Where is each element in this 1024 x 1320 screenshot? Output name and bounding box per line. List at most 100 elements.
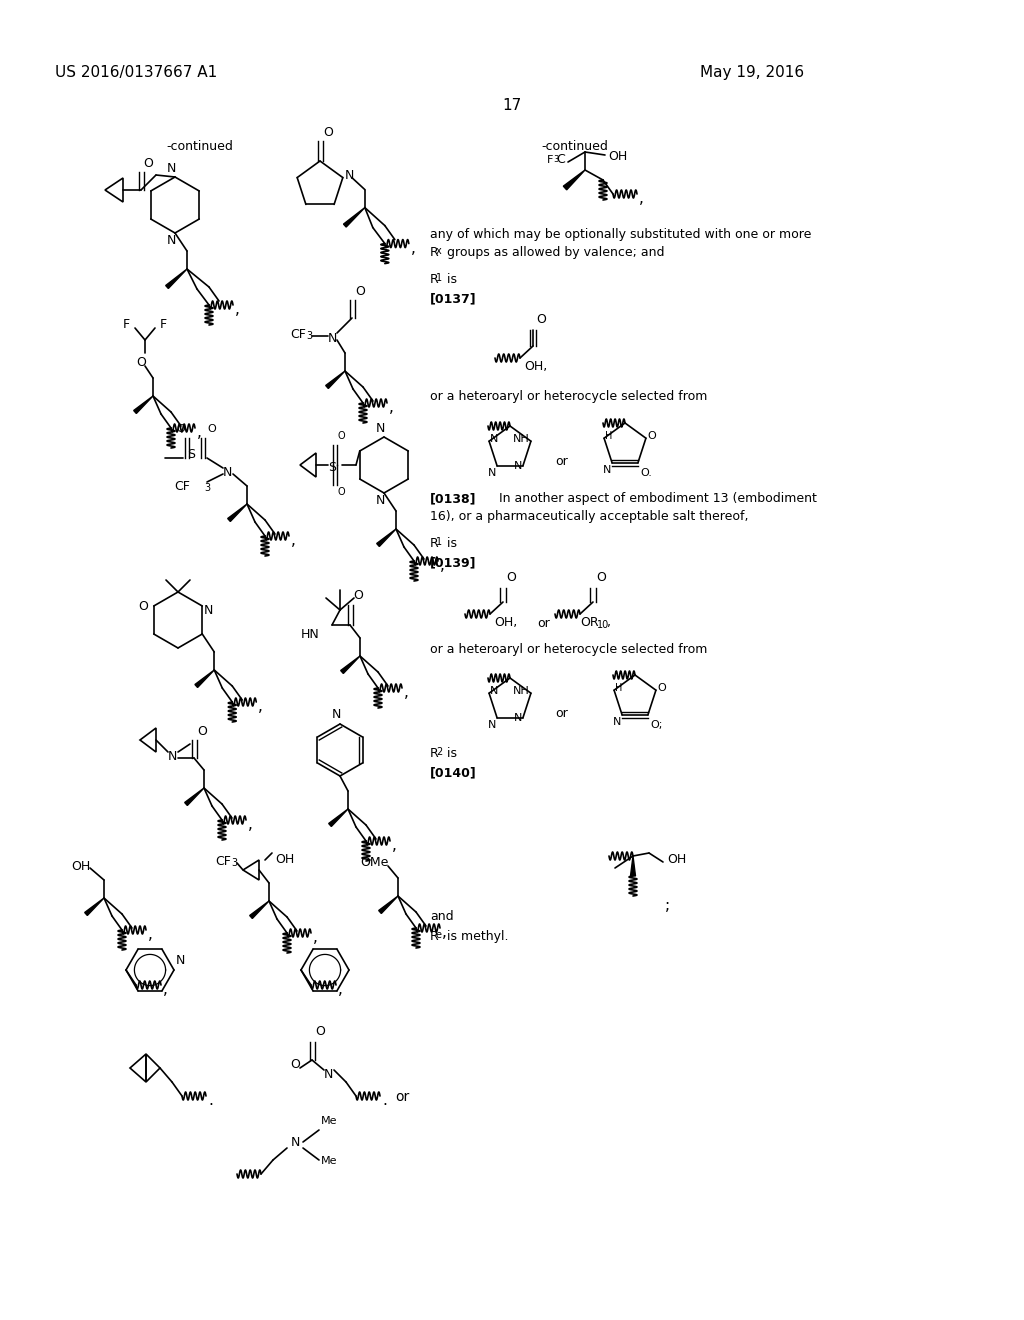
Text: In another aspect of embodiment 13 (embodiment: In another aspect of embodiment 13 (embo… xyxy=(487,492,817,506)
Text: R: R xyxy=(430,246,438,259)
Text: N: N xyxy=(204,605,214,616)
Text: H: H xyxy=(615,684,623,693)
Text: S: S xyxy=(328,461,336,474)
Text: 10: 10 xyxy=(597,620,609,630)
Text: N: N xyxy=(332,708,341,721)
Text: N: N xyxy=(487,467,496,478)
Text: O: O xyxy=(290,1059,300,1071)
Text: N: N xyxy=(514,461,522,471)
Text: N: N xyxy=(487,719,496,730)
Text: ,: , xyxy=(440,558,444,573)
Text: 3: 3 xyxy=(306,331,312,341)
Text: [0137]: [0137] xyxy=(430,292,476,305)
Text: ,: , xyxy=(258,700,263,714)
Text: OH,: OH, xyxy=(494,616,517,630)
Text: N: N xyxy=(490,434,499,445)
Text: May 19, 2016: May 19, 2016 xyxy=(700,65,804,81)
Text: OH,: OH, xyxy=(524,360,547,374)
Text: F: F xyxy=(123,318,130,331)
Text: O: O xyxy=(207,424,216,434)
Text: US 2016/0137667 A1: US 2016/0137667 A1 xyxy=(55,65,217,81)
Text: or: or xyxy=(555,708,567,719)
Text: ,: , xyxy=(234,302,240,317)
Text: ,: , xyxy=(197,425,202,440)
Text: ,: , xyxy=(607,616,611,630)
Text: H: H xyxy=(605,432,612,441)
Text: ,: , xyxy=(411,240,416,256)
Text: O: O xyxy=(323,125,333,139)
Text: ,: , xyxy=(389,400,394,414)
Text: N: N xyxy=(168,750,177,763)
Polygon shape xyxy=(377,529,396,546)
Text: OH: OH xyxy=(71,861,90,873)
Text: O.: O. xyxy=(640,467,652,478)
Text: O;: O; xyxy=(650,719,663,730)
Text: Me: Me xyxy=(321,1115,338,1126)
Text: 2: 2 xyxy=(436,747,442,756)
Text: ,: , xyxy=(442,925,446,940)
Text: OR: OR xyxy=(580,616,599,630)
Text: O: O xyxy=(337,487,345,498)
Text: O: O xyxy=(506,572,516,583)
Text: O: O xyxy=(657,684,666,693)
Text: R: R xyxy=(430,747,438,760)
Text: Me: Me xyxy=(321,1156,338,1166)
Text: [0140]: [0140] xyxy=(430,766,477,779)
Text: ,: , xyxy=(392,838,397,853)
Text: N: N xyxy=(376,422,385,436)
Text: N: N xyxy=(490,686,499,696)
Text: NH: NH xyxy=(513,686,530,696)
Text: OMe: OMe xyxy=(360,855,388,869)
Text: x: x xyxy=(436,246,441,256)
Text: or a heteroaryl or heterocycle selected from: or a heteroaryl or heterocycle selected … xyxy=(430,643,708,656)
Text: CF: CF xyxy=(290,327,306,341)
Text: O: O xyxy=(138,599,147,612)
Polygon shape xyxy=(343,207,365,227)
Text: 1: 1 xyxy=(436,537,442,546)
Text: N: N xyxy=(328,333,337,345)
Text: O: O xyxy=(647,432,655,441)
Text: N: N xyxy=(223,466,232,479)
Text: or a heteroaryl or heterocycle selected from: or a heteroaryl or heterocycle selected … xyxy=(430,389,708,403)
Text: O: O xyxy=(353,589,362,602)
Text: -continued: -continued xyxy=(542,140,608,153)
Polygon shape xyxy=(341,656,360,673)
Text: 3: 3 xyxy=(231,858,238,869)
Text: is: is xyxy=(443,747,457,760)
Polygon shape xyxy=(184,788,204,805)
Text: or: or xyxy=(555,455,567,469)
Text: F: F xyxy=(547,154,553,165)
Text: [0138]: [0138] xyxy=(430,492,476,506)
Polygon shape xyxy=(195,671,214,688)
Text: any of which may be optionally substituted with one or more: any of which may be optionally substitut… xyxy=(430,228,811,242)
Text: O: O xyxy=(136,356,146,370)
Text: R: R xyxy=(430,931,438,942)
Text: 16), or a pharmaceutically acceptable salt thereof,: 16), or a pharmaceutically acceptable sa… xyxy=(430,510,749,523)
Text: is: is xyxy=(443,537,457,550)
Text: or: or xyxy=(537,616,550,630)
Text: N: N xyxy=(324,1068,334,1081)
Text: N: N xyxy=(612,717,622,727)
Text: OH: OH xyxy=(667,853,686,866)
Text: 3: 3 xyxy=(553,154,558,164)
Text: 3: 3 xyxy=(204,483,210,492)
Text: ,: , xyxy=(313,931,317,945)
Text: O: O xyxy=(143,157,153,170)
Text: NH: NH xyxy=(513,434,530,445)
Polygon shape xyxy=(631,855,636,876)
Text: N: N xyxy=(291,1137,300,1148)
Text: HN: HN xyxy=(301,628,319,642)
Text: .: . xyxy=(208,1093,213,1107)
Text: N: N xyxy=(166,234,176,247)
Polygon shape xyxy=(563,170,585,190)
Text: CF: CF xyxy=(174,480,190,492)
Polygon shape xyxy=(227,504,247,521)
Text: N: N xyxy=(176,954,185,968)
Polygon shape xyxy=(134,396,153,413)
Text: C: C xyxy=(556,153,565,166)
Text: ,: , xyxy=(248,817,253,832)
Text: S: S xyxy=(187,447,195,461)
Text: ;: ; xyxy=(665,898,670,913)
Text: F: F xyxy=(160,318,167,331)
Text: O: O xyxy=(315,1026,325,1038)
